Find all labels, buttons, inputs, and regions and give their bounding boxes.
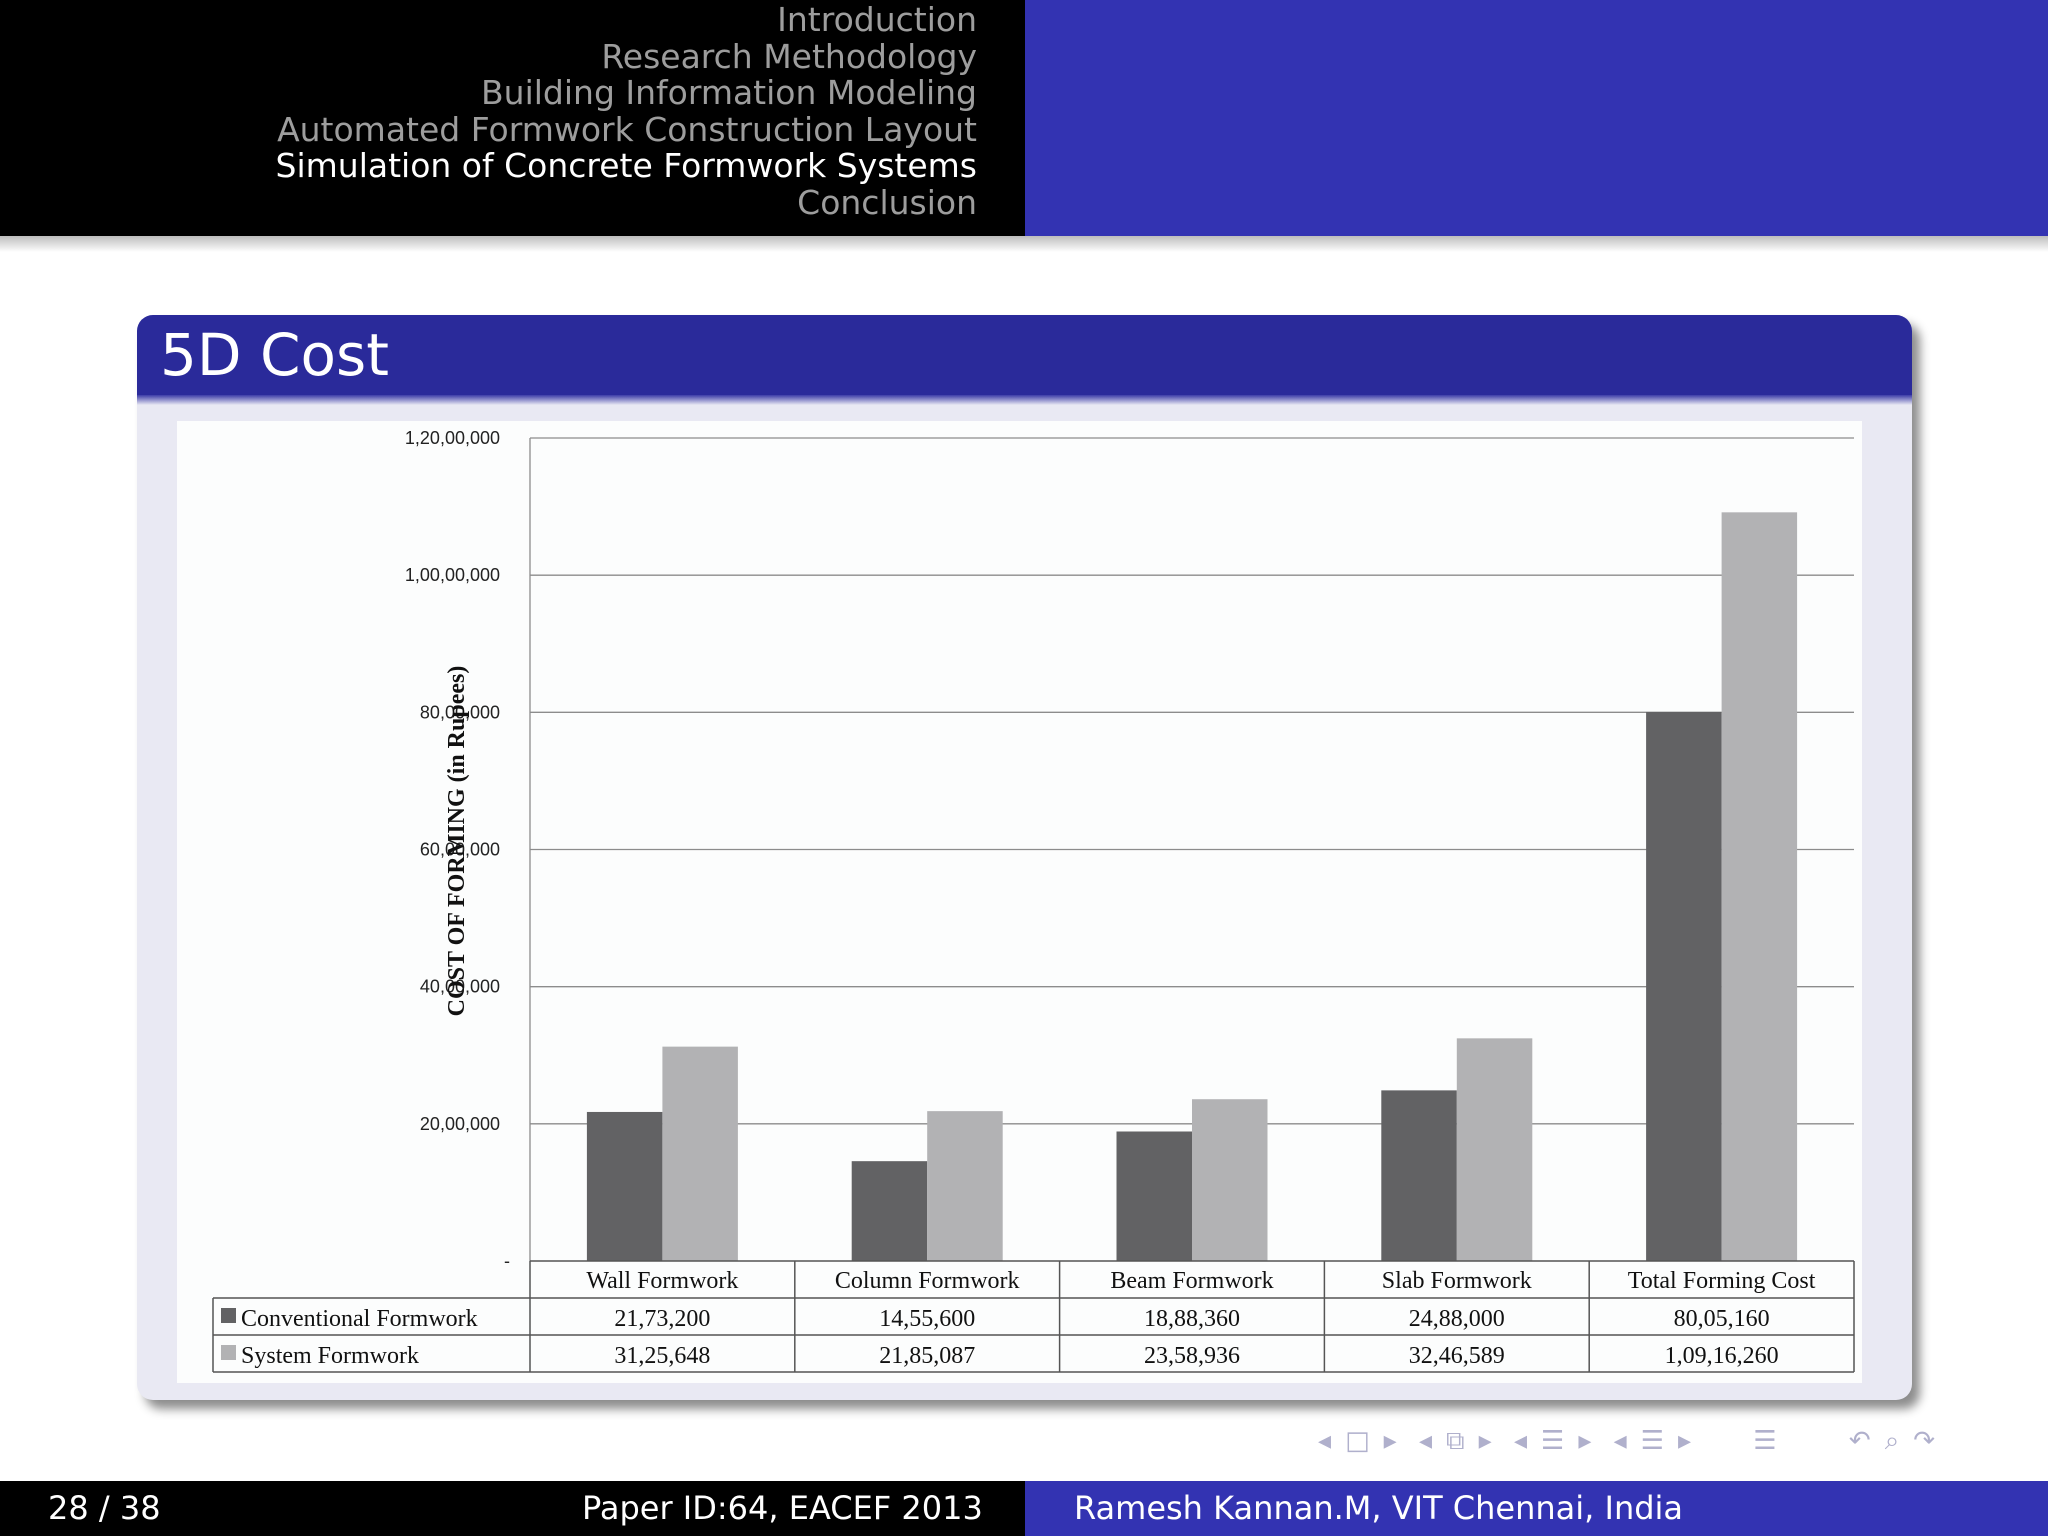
data-label: 18,88,360 [1144, 1306, 1240, 1332]
y-tick-label: 40,00,000 [420, 977, 500, 997]
section-link[interactable]: Introduction [777, 0, 977, 39]
data-label: 21,73,200 [614, 1306, 710, 1332]
x-category-label: Slab Formwork [1382, 1268, 1532, 1294]
header-shadow [0, 236, 2048, 252]
data-label: 21,85,087 [879, 1343, 975, 1369]
data-label: 1,09,16,260 [1665, 1343, 1779, 1369]
slide-title: 5D Cost [160, 321, 389, 389]
legend-label: System Formwork [241, 1343, 419, 1369]
section-link[interactable]: Simulation of Concrete Formwork Systems [275, 146, 977, 186]
bar-system [1456, 1038, 1533, 1261]
nav-back-icon[interactable]: ↶ [1848, 1426, 1871, 1456]
data-label: 14,55,600 [879, 1306, 975, 1332]
bar-system [1721, 512, 1798, 1261]
y-tick-label: 1,20,00,000 [405, 428, 500, 448]
nav-subsection-icon[interactable]: ⧉ [1446, 1426, 1465, 1456]
x-category-label: Wall Formwork [586, 1268, 738, 1294]
nav-forward-icon[interactable]: ↷ [1913, 1426, 1936, 1456]
nav-part-next-icon[interactable]: ▸ [1678, 1426, 1692, 1456]
y-tick-label: 80,00,000 [420, 702, 500, 722]
section-list: Introduction Research Methodology Building… [275, 0, 977, 222]
x-category-label: Column Formwork [835, 1268, 1020, 1294]
nav-part-icon[interactable]: ☰ [1640, 1426, 1665, 1456]
cost-bar-chart: - 20,00,000 40,00,000 60,00,000 80,00,000 1,0… [177, 421, 1862, 1383]
chart-panel [177, 421, 1862, 1383]
header-nav-panel [0, 0, 1025, 236]
bar-conventional [851, 1161, 928, 1261]
nav-subsection-next-icon[interactable]: ▸ [1478, 1426, 1492, 1456]
section-link[interactable]: Automated Formwork Construction Layout [277, 109, 977, 149]
bar-system [1192, 1099, 1268, 1261]
nav-part-prev-icon[interactable]: ◂ [1613, 1426, 1627, 1456]
x-category-label: Total Forming Cost [1628, 1268, 1816, 1294]
y-tick-label: 1,00,00,000 [405, 565, 500, 585]
y-tick-label: - [504, 1251, 510, 1271]
legend-swatch [221, 1345, 236, 1360]
slide-block: 5D Cost - 20,00,000 40,00,000 60,00,000 80,0… [137, 315, 1912, 1400]
data-label: 32,46,589 [1409, 1343, 1505, 1369]
bar-system [927, 1111, 1003, 1261]
section-link[interactable]: Building Information Modeling [481, 73, 977, 113]
section-link[interactable]: Research Methodology [601, 36, 977, 76]
y-axis-label: COST OF FORMING (in Rupees) [444, 666, 470, 1017]
bar-conventional [586, 1111, 663, 1261]
block-title-separator [137, 395, 1912, 405]
legend-label: Conventional Formwork [241, 1306, 478, 1332]
nav-search-icon[interactable]: ⌕ [1884, 1426, 1900, 1456]
page-number: 28 / 38 [48, 1489, 161, 1527]
data-label: 31,25,648 [614, 1343, 710, 1369]
nav-frame-next-icon[interactable]: ▸ [1383, 1426, 1397, 1456]
footer-left [0, 1481, 1025, 1536]
author-line: Ramesh Kannan.M, VIT Chennai, India [1074, 1489, 1684, 1527]
header-blue-panel [1025, 0, 2048, 236]
x-category-label: Beam Formwork [1110, 1268, 1273, 1294]
nav-subsection-prev-icon[interactable]: ◂ [1418, 1426, 1433, 1456]
bar-conventional [1381, 1090, 1457, 1261]
paper-id: Paper ID:64, EACEF 2013 [582, 1489, 983, 1527]
nav-toc-icon[interactable]: ☰ [1753, 1426, 1777, 1456]
bar-system [662, 1046, 738, 1261]
bar-conventional [1646, 711, 1722, 1261]
data-label: 23,58,936 [1144, 1343, 1240, 1369]
section-link[interactable]: Conclusion [797, 182, 977, 222]
navigation-bar: ◂ □ ▸ ◂ ⧉ ▸ ◂ ☰ ▸ ◂ ☰ ▸ ☰ ↶ ⌕ ↷ [1318, 1426, 1949, 1457]
nav-section-prev-icon[interactable]: ◂ [1513, 1426, 1527, 1456]
nav-frame-prev-icon[interactable]: ◂ [1318, 1426, 1332, 1456]
nav-section-icon[interactable]: ☰ [1541, 1426, 1565, 1456]
data-label: 24,88,000 [1409, 1306, 1505, 1332]
bar-conventional [1116, 1131, 1192, 1261]
block-title-bar [137, 315, 1912, 395]
nav-frame-icon[interactable]: □ [1345, 1426, 1370, 1456]
data-label: 80,05,160 [1674, 1306, 1770, 1332]
y-tick-label: 20,00,000 [420, 1114, 500, 1134]
nav-section-next-icon[interactable]: ▸ [1578, 1426, 1592, 1456]
legend-swatch [221, 1308, 236, 1323]
y-tick-label: 60,00,000 [420, 840, 500, 860]
footer-right [1025, 1481, 2048, 1536]
